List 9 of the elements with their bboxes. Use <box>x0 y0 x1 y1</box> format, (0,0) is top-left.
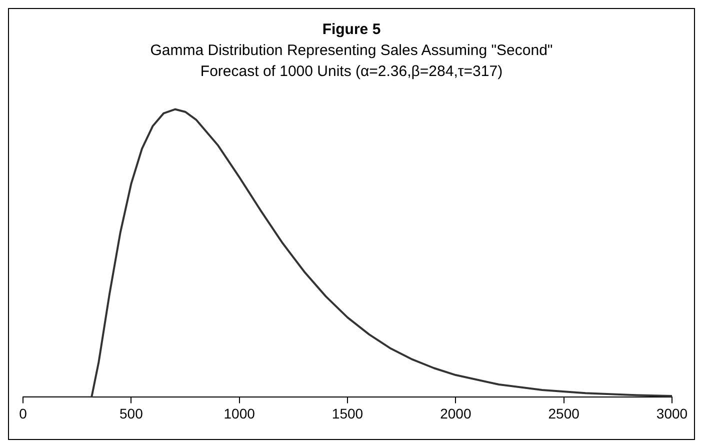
x-tick-label: 500 <box>119 405 144 422</box>
x-tick-label: 3000 <box>656 405 688 422</box>
x-tick-label: 1000 <box>224 405 256 422</box>
chart-subtitle: Gamma Distribution Representing Sales Assuming "Second" Forecast of 1000 Units (α=2.36,β=284,τ=317) <box>149 41 554 82</box>
x-tick-label: 2000 <box>440 405 472 422</box>
x-tick-label: 0 <box>19 405 28 422</box>
chart-title: Figure 5 <box>321 21 382 38</box>
x-tick-label: 2500 <box>548 405 580 422</box>
x-tick-label: 1500 <box>332 405 364 422</box>
